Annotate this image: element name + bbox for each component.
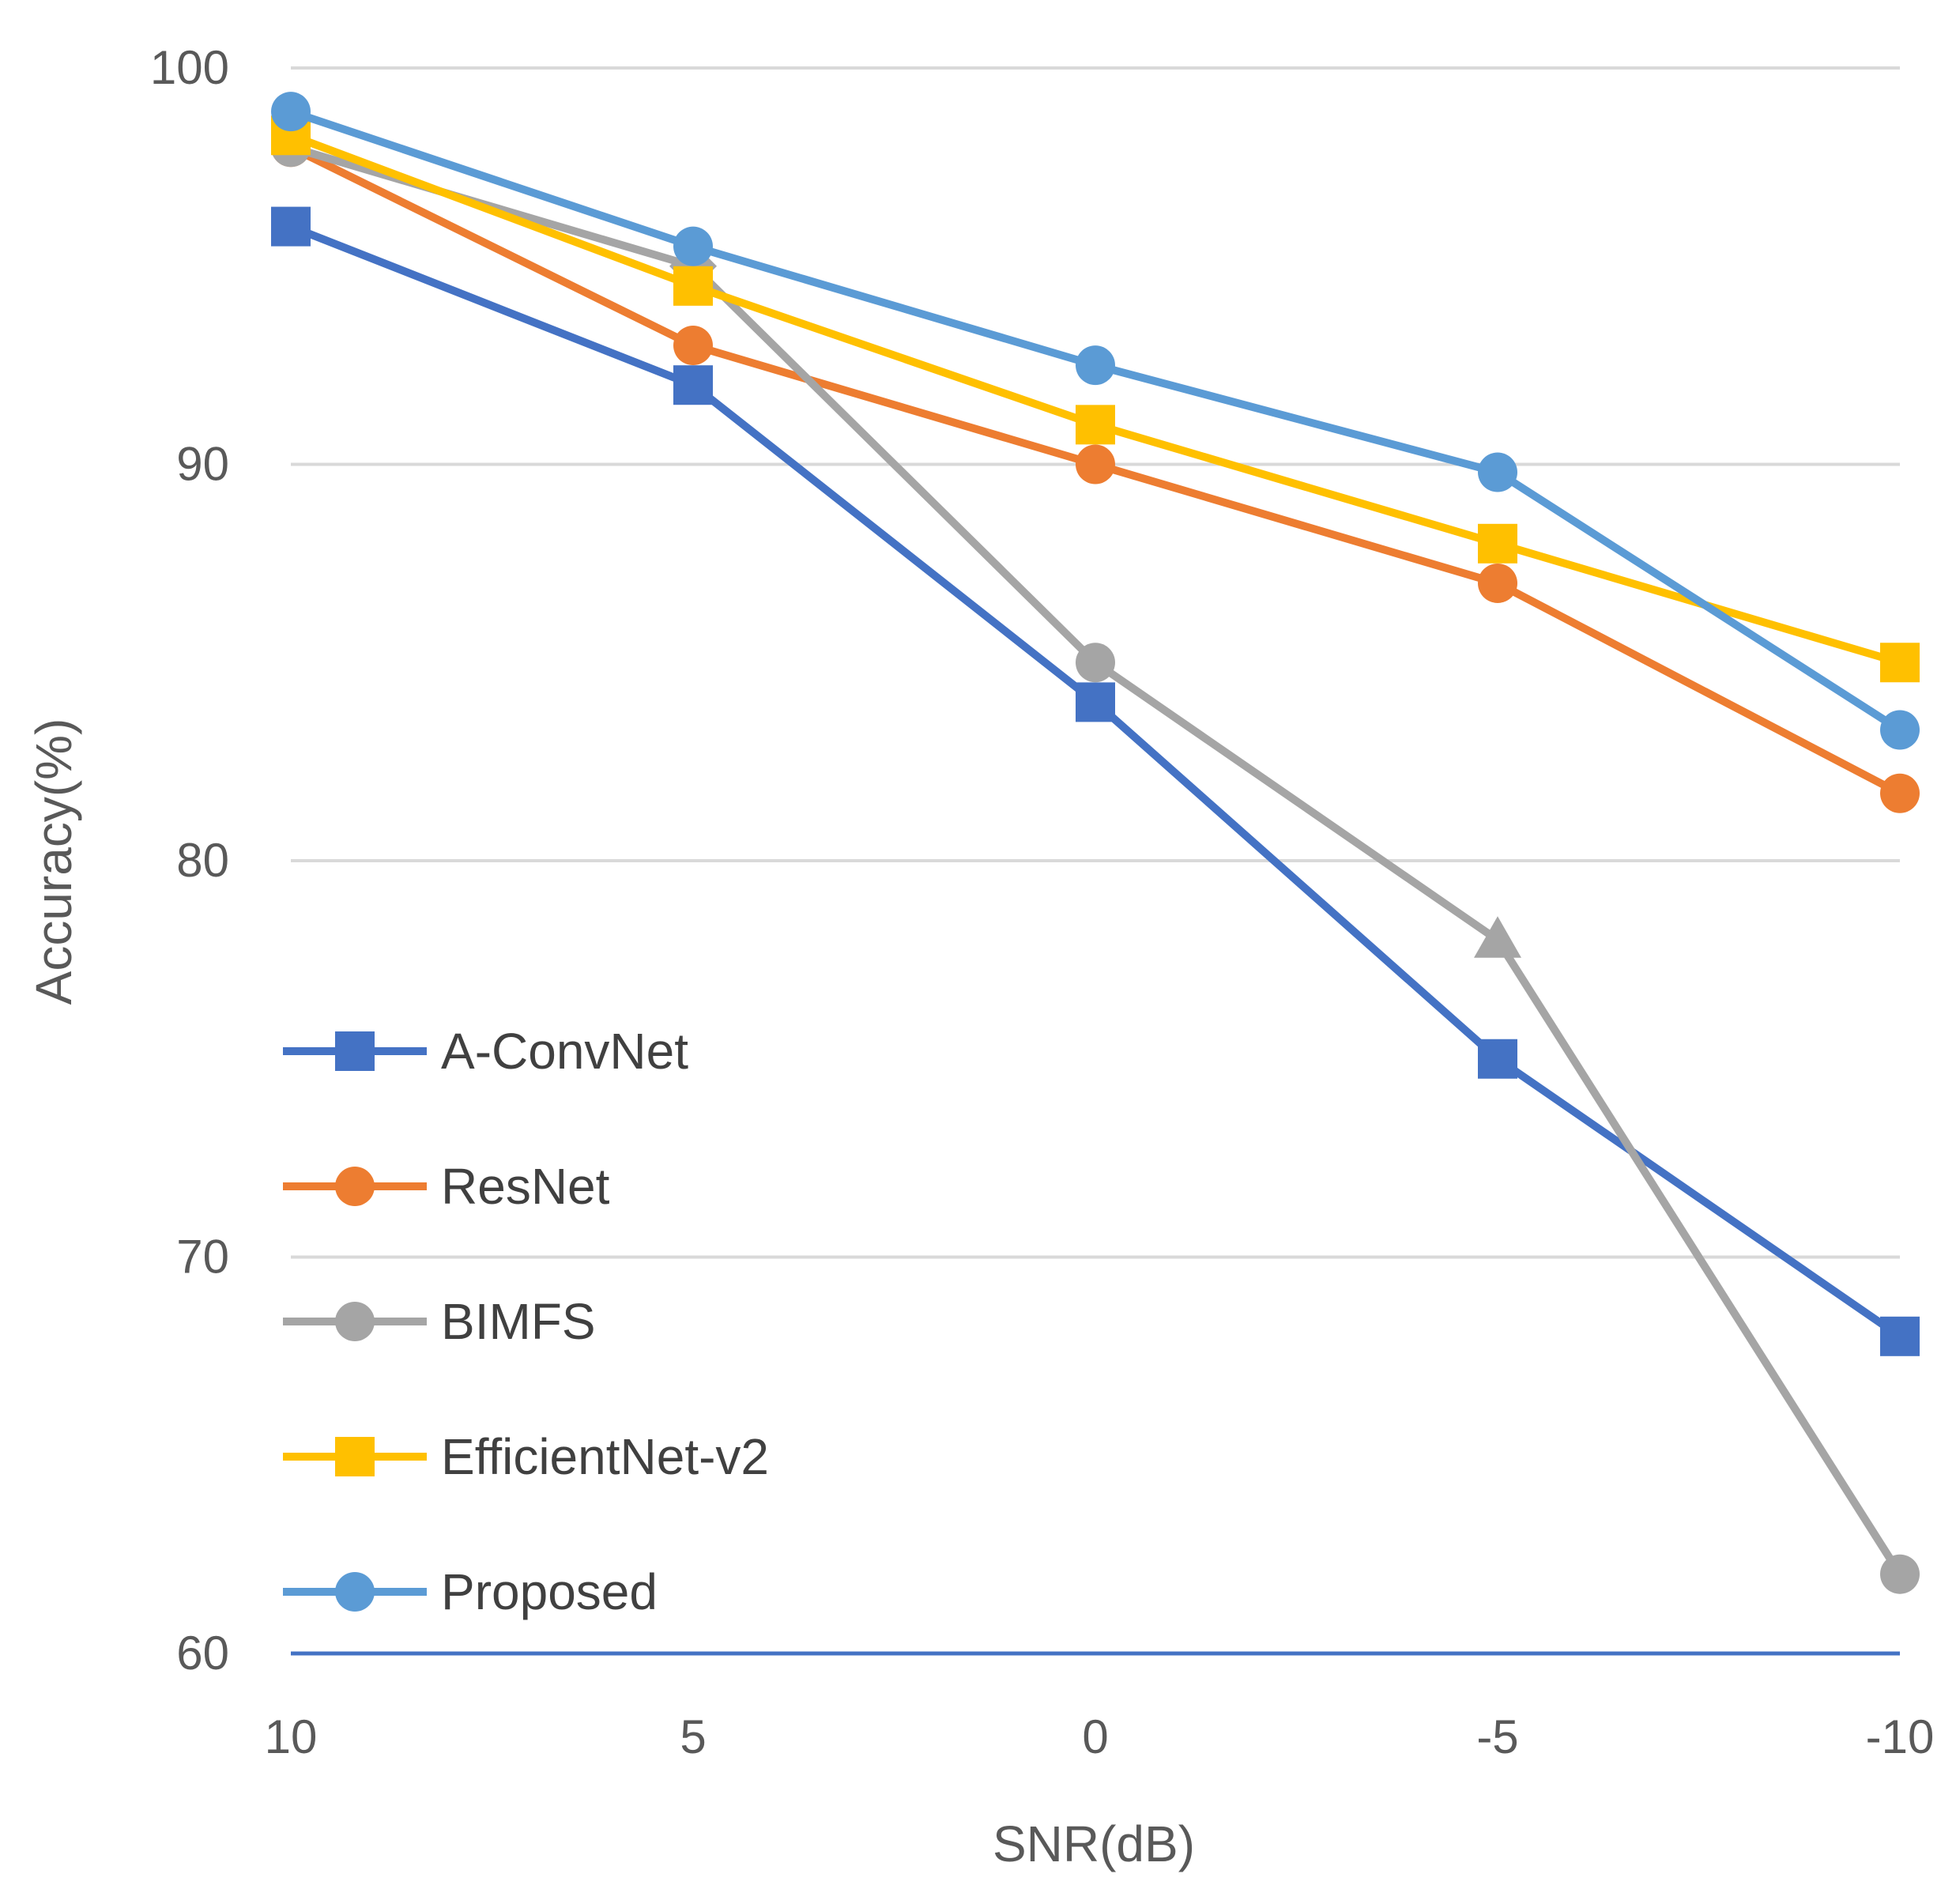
y-tick-label-100: 100 xyxy=(150,41,229,94)
data-point-a-convnet--5 xyxy=(1478,1039,1517,1079)
legend-label-resnet: ResNet xyxy=(441,1158,610,1215)
x-tick-label-5: 5 xyxy=(680,1710,706,1763)
data-point-efficientnet-v2--10 xyxy=(1880,643,1920,683)
data-point-resnet-5 xyxy=(673,326,713,366)
data-point-resnet--10 xyxy=(1880,773,1920,813)
legend: A-ConvNet ResNet BIMFS EfficientNet-v2 Propo… xyxy=(283,1023,769,1620)
data-point-a-convnet-5 xyxy=(673,365,713,405)
data-point-resnet-0 xyxy=(1076,444,1115,484)
y-tick-label-70: 70 xyxy=(176,1231,229,1284)
series-layer xyxy=(271,92,1920,1594)
legend-label-proposed: Proposed xyxy=(441,1563,658,1620)
legend-marker-bimfs xyxy=(335,1302,375,1341)
legend-label-bimfs: BIMFS xyxy=(441,1293,596,1350)
legend-marker-a-convnet xyxy=(335,1031,375,1071)
legend-item-efficientnet-v2: EfficientNet-v2 xyxy=(283,1428,769,1485)
x-axis-title: SNR(dB) xyxy=(993,1815,1195,1872)
legend-item-a-convnet: A-ConvNet xyxy=(283,1023,688,1080)
series-proposed xyxy=(271,92,1920,750)
legend-item-resnet: ResNet xyxy=(283,1158,610,1215)
x-tick-label-10: 10 xyxy=(265,1710,318,1763)
data-point-proposed-10 xyxy=(271,92,311,132)
data-point-efficientnet-v2--5 xyxy=(1478,523,1517,564)
legend-marker-efficientnet-v2 xyxy=(335,1437,375,1476)
data-point-bimfs--10 xyxy=(1880,1554,1920,1594)
legend-item-proposed: Proposed xyxy=(283,1563,658,1620)
data-point-a-convnet-0 xyxy=(1076,682,1115,722)
data-point-efficientnet-v2-5 xyxy=(673,266,713,306)
data-point-proposed--5 xyxy=(1478,452,1517,492)
data-point-efficientnet-v2-0 xyxy=(1076,405,1115,445)
legend-label-a-convnet: A-ConvNet xyxy=(441,1023,688,1080)
y-tick-labels: 60 70 80 90 100 xyxy=(150,41,229,1680)
y-tick-label-90: 90 xyxy=(176,438,229,491)
data-point-bimfs-0 xyxy=(1076,643,1115,683)
legend-marker-resnet xyxy=(335,1167,375,1206)
data-point-a-convnet--10 xyxy=(1880,1316,1920,1356)
y-tick-label-60: 60 xyxy=(176,1627,229,1680)
legend-item-bimfs: BIMFS xyxy=(283,1293,596,1350)
x-tick-labels: 10 5 0 -5 -10 xyxy=(265,1710,1935,1763)
x-tick-label--10: -10 xyxy=(1866,1710,1935,1763)
data-point-resnet--5 xyxy=(1478,563,1517,603)
y-tick-label-80: 80 xyxy=(176,834,229,887)
data-point-a-convnet-10 xyxy=(271,206,311,247)
data-point-bimfs--5 xyxy=(1474,916,1521,958)
y-axis-title: Accuracy(%) xyxy=(25,718,82,1005)
x-tick-label-0: 0 xyxy=(1082,1710,1108,1763)
data-point-proposed--10 xyxy=(1880,710,1920,750)
legend-label-efficientnet-v2: EfficientNet-v2 xyxy=(441,1428,769,1485)
x-tick-label--5: -5 xyxy=(1476,1710,1518,1763)
data-point-proposed-5 xyxy=(673,226,713,266)
data-point-proposed-0 xyxy=(1076,345,1115,386)
legend-marker-proposed xyxy=(335,1572,375,1612)
